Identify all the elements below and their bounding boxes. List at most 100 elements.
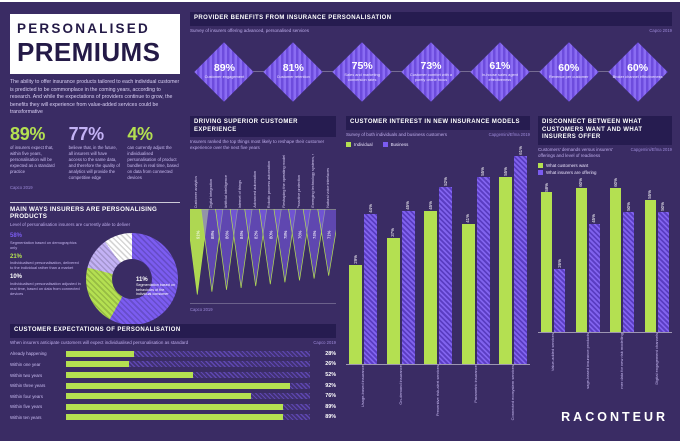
benefit-label: Revenue per customer [549, 74, 589, 80]
intro-panel: PERSONALISED PREMIUMS The ability to off… [10, 14, 180, 190]
stat-value: 77% [68, 123, 104, 144]
bar-value: 45% [405, 200, 410, 210]
driving-chart: 91% 88% 86% 84% 82% 80% 78% 76% 74% 71% [190, 209, 336, 304]
benefit-diamond: 89% Customer engagement [190, 40, 259, 104]
expectation-row: Within two years 52% [10, 370, 336, 381]
benefit-diamond: 60% Broker channel effectiveness [603, 40, 672, 104]
expectation-value: 26% [325, 361, 336, 368]
expectation-value: 89% [325, 403, 336, 410]
bar-wrap: 44% [364, 204, 377, 364]
legend-item: What customers want [538, 162, 672, 168]
driving-category-label: Artificial intelligence [223, 174, 228, 209]
driving-value: 88% [210, 230, 215, 239]
driving-source: Capco 2019 [190, 307, 213, 313]
expectations-subtitle: When insurers anticipate customers will … [10, 339, 189, 345]
expectations-bars: Already happening 28% Within one year 26% Wi… [10, 349, 336, 423]
category-cell: On-demand insurance [384, 365, 418, 427]
bar-value: 44% [367, 204, 373, 213]
segment-value: 21% [10, 253, 23, 260]
legend-label: Business [390, 141, 409, 147]
benefit-label: Customer comfort with a purely online fo… [409, 71, 453, 82]
driving-label-cell: Digital integration [205, 154, 220, 208]
bar-value: 55% [502, 166, 508, 176]
bar-series-1 [610, 187, 622, 332]
bar-group: 60% 50% [607, 178, 637, 332]
callout-label: Segmentation based on behaviours of the … [136, 283, 175, 297]
category-label: Usage-based insurance [360, 364, 365, 407]
bar-group: 55% 50% [642, 181, 672, 332]
bar-fill [66, 403, 284, 410]
stat-value: 89% [10, 123, 46, 144]
benefit-value: 73% [420, 59, 442, 72]
bar-wrap: 41% [461, 214, 475, 364]
bar-group: 37% 45% [384, 153, 418, 364]
legend-swatch [382, 141, 388, 147]
segment-label: Segmentation based on demographics only [10, 239, 77, 250]
bar-value: 61% [517, 146, 523, 156]
disconnect-legend: What customers want What insurers are off… [538, 162, 672, 175]
expectation-row: Already happening 28% [10, 349, 336, 360]
diamond-content: 60% Revenue per customer [534, 40, 603, 104]
bar-series-2 [588, 223, 600, 332]
category-cell: Preventive risk-alert services [421, 365, 455, 427]
stat-text: can currently adjust the individualised … [127, 144, 179, 180]
expectation-row: Within four years 76% [10, 391, 336, 402]
bar-track [66, 372, 310, 379]
bar-value: 55% [480, 166, 485, 176]
stat-text: of insurers expect that, within five yea… [10, 144, 55, 174]
driving-triangle [215, 209, 238, 291]
expectations-title: CUSTOMER EXPECTATIONS OF PERSONALISATION [10, 324, 336, 338]
interest-subrow: Survey of both individuals and business … [346, 132, 530, 138]
benefit-label: In-house sales agent effectiveness [481, 71, 518, 82]
category-label: Value-added services [550, 332, 555, 371]
bar-series-2 [554, 269, 565, 332]
bar-series-1 [461, 224, 475, 364]
section-disconnect: DISCONNECT BETWEEN WHAT CUSTOMERS WANT A… [538, 116, 672, 389]
segment-label: Individualised personalisation adjusted … [10, 280, 81, 297]
intro-source: Capco 2019 [10, 184, 33, 190]
category-label: On-demand insurance [397, 364, 403, 405]
benefit-label: Customer engagement [204, 74, 245, 80]
bar-track [66, 414, 310, 421]
disconnect-category-labels: Value-added services Usage-based insuranc… [538, 333, 672, 389]
driving-triangle [302, 209, 326, 279]
driving-category-label: Emerging technology systems, such as AI … [311, 154, 316, 209]
bar-track [66, 361, 310, 368]
benefit-value: 60% [627, 62, 649, 75]
benefit-diamond: 60% Revenue per customer [534, 40, 603, 104]
expectation-label: Already happening [10, 351, 47, 357]
bar-series-2 [401, 210, 415, 364]
expectations-source: Capco 2019 [313, 339, 336, 345]
expectation-value: 92% [325, 382, 336, 389]
benefits-diamond-row: 89% Customer engagement 81% Customer retent… [190, 40, 672, 104]
raconteur-logo: RACONTEUR [561, 410, 668, 424]
bar-value: 50% [660, 201, 666, 211]
driving-triangle [244, 209, 268, 287]
legend-label: What insurers are offering [546, 169, 597, 175]
expectation-row: Within three years 92% [10, 380, 336, 391]
category-label: Connected ecosystem services [510, 364, 515, 420]
bar-fill [66, 372, 193, 379]
driving-category-label: Digital integration [208, 178, 213, 209]
bar-value: 50% [625, 201, 631, 211]
key-stat: 89% of insurers expect that, within five … [10, 125, 63, 181]
driving-label-cell: Advanced automation [248, 154, 263, 208]
bar-fill [66, 350, 135, 357]
driving-label-cell: Customer analytics [190, 154, 205, 208]
diamond-content: 81% Customer retention [259, 40, 328, 104]
driving-value: 71% [327, 230, 332, 239]
driving-value: 91% [195, 230, 200, 239]
interest-subtitle: Survey of both individuals and business … [346, 131, 448, 137]
disconnect-subtitle: Customers' demands versus insurers' offe… [538, 146, 613, 158]
driving-label-cell: Natural voice interfaces [321, 154, 336, 208]
driving-value: 84% [239, 230, 244, 239]
expectation-label: Within one year [10, 361, 41, 367]
main-ways-title: MAIN WAYS INSURERS ARE PERSONALISING PRO… [10, 202, 180, 220]
key-stat: 4% can currently adjust the individualise… [127, 125, 180, 181]
legend-swatch [538, 162, 543, 168]
bar-series-2 [476, 176, 490, 364]
bar-value: 45% [591, 213, 597, 223]
title-line2: PREMIUMS [17, 37, 161, 67]
bar-series-2 [514, 156, 527, 364]
driving-label-cell: Robotic process automation [263, 154, 278, 208]
